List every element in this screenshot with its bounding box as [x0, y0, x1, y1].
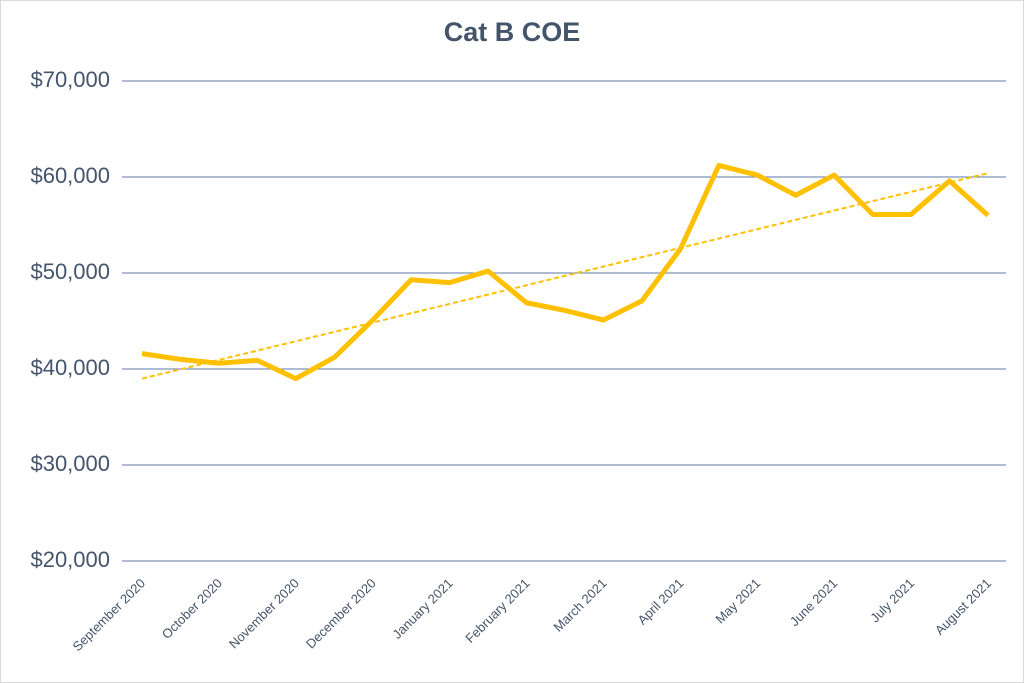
data-line	[141, 162, 990, 382]
chart-title: Cat B COE	[444, 17, 581, 47]
y-tick-label: $50,000	[30, 259, 110, 284]
y-tick-label: $40,000	[30, 355, 110, 380]
y-tick-label: $30,000	[30, 451, 110, 476]
y-tick-label: $20,000	[30, 547, 110, 572]
y-tick-label: $60,000	[30, 163, 110, 188]
trend-line	[141, 172, 989, 380]
y-tick-label: $70,000	[30, 67, 110, 92]
